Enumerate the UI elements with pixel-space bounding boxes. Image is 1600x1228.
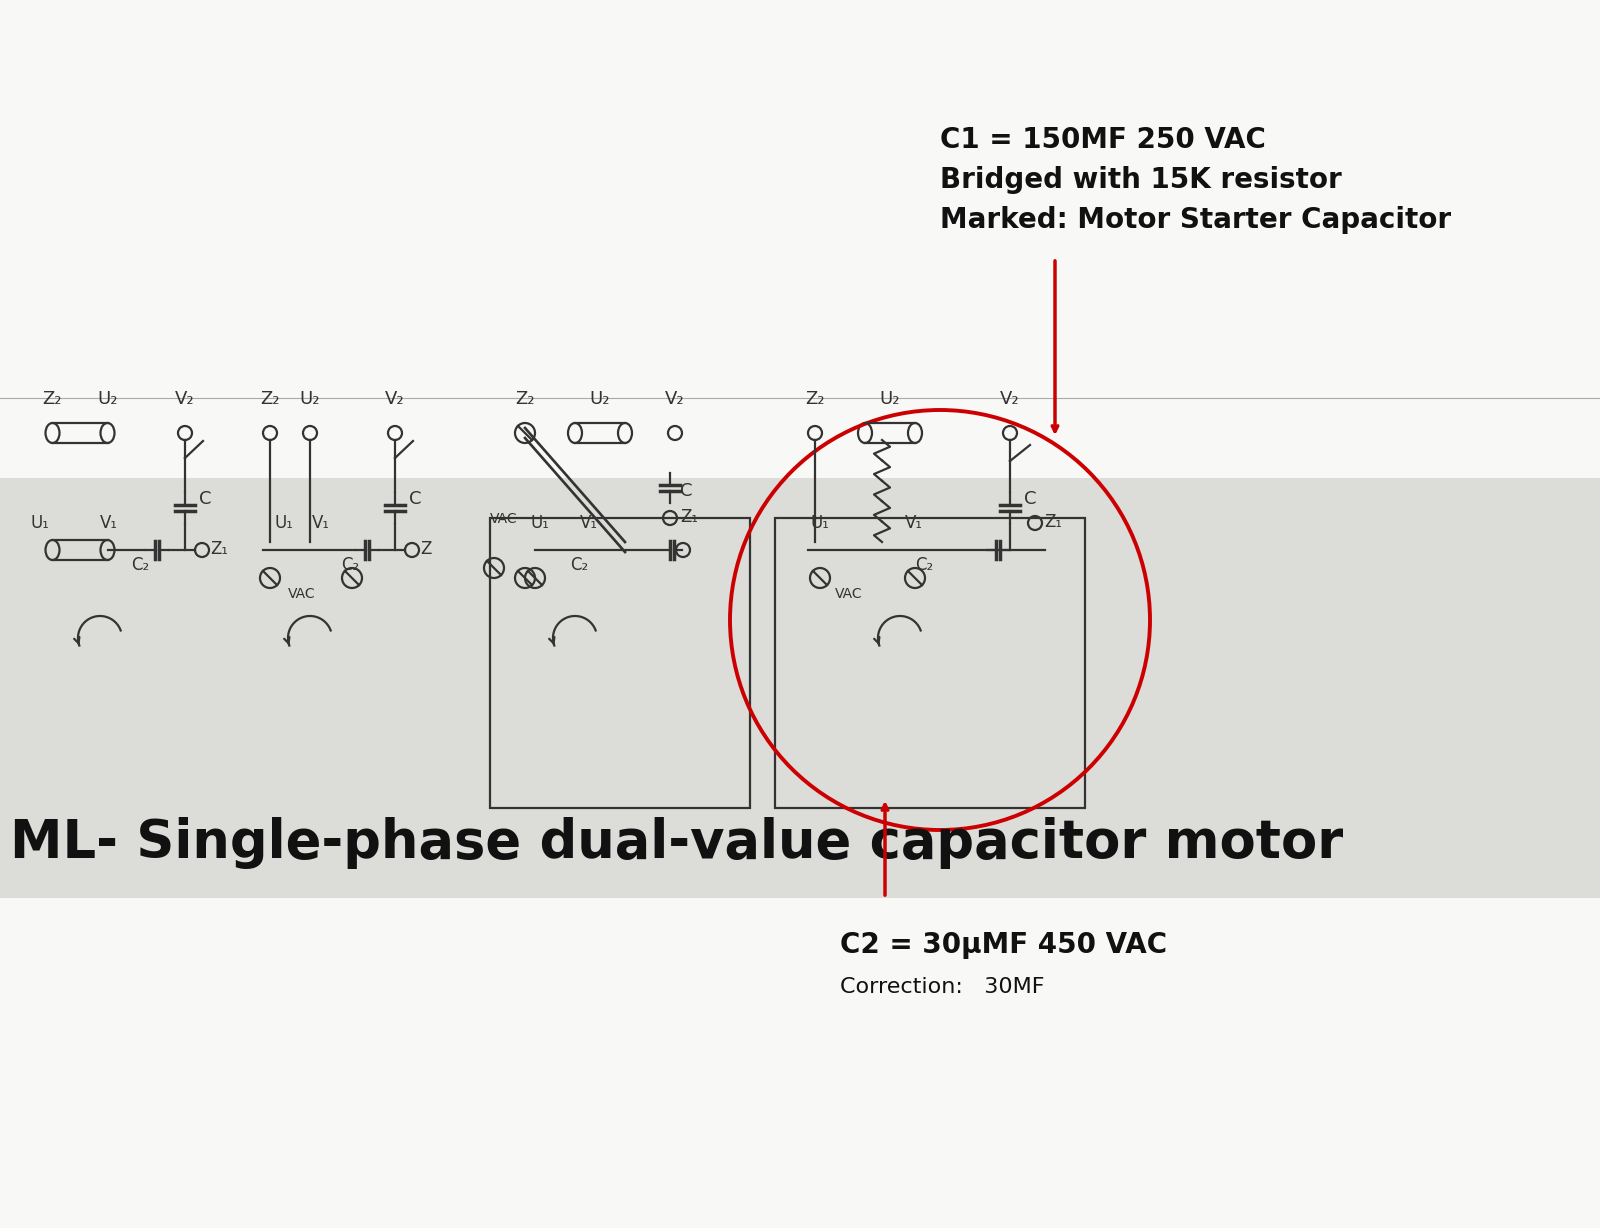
Text: Z₂: Z₂ bbox=[42, 391, 62, 408]
Text: C₂: C₂ bbox=[131, 556, 149, 573]
Text: U₂: U₂ bbox=[98, 391, 118, 408]
Text: VAC: VAC bbox=[490, 512, 518, 526]
Text: Z₁: Z₁ bbox=[680, 508, 698, 526]
Text: Z₁: Z₁ bbox=[210, 540, 229, 558]
Text: V₂: V₂ bbox=[1000, 391, 1019, 408]
Text: V₁: V₁ bbox=[312, 515, 330, 532]
Text: VAC: VAC bbox=[835, 587, 862, 600]
FancyBboxPatch shape bbox=[0, 478, 1600, 898]
Text: Z₁: Z₁ bbox=[1043, 513, 1062, 530]
Text: V₂: V₂ bbox=[174, 391, 195, 408]
Text: U₁: U₁ bbox=[530, 515, 549, 532]
Text: V₁: V₁ bbox=[906, 515, 923, 532]
Text: U₁: U₁ bbox=[30, 515, 50, 532]
Text: Z: Z bbox=[419, 540, 432, 558]
Text: V₂: V₂ bbox=[666, 391, 685, 408]
Text: Correction:   30MF: Correction: 30MF bbox=[840, 977, 1045, 997]
Text: C: C bbox=[1024, 490, 1037, 508]
Text: V₁: V₁ bbox=[99, 515, 118, 532]
Text: C: C bbox=[680, 483, 693, 500]
Text: C₂: C₂ bbox=[570, 556, 589, 573]
Text: V₂: V₂ bbox=[386, 391, 405, 408]
Text: C₂: C₂ bbox=[915, 556, 933, 573]
Text: U₂: U₂ bbox=[880, 391, 901, 408]
Text: Marked: Motor Starter Capacitor: Marked: Motor Starter Capacitor bbox=[941, 206, 1451, 235]
Text: U₂: U₂ bbox=[590, 391, 610, 408]
Text: U₁: U₁ bbox=[810, 515, 829, 532]
Text: ML- Single-phase dual-value capacitor motor: ML- Single-phase dual-value capacitor mo… bbox=[10, 817, 1342, 869]
Text: C1 = 150MF 250 VAC: C1 = 150MF 250 VAC bbox=[941, 126, 1266, 154]
Text: Z₂: Z₂ bbox=[805, 391, 824, 408]
Text: C: C bbox=[410, 490, 421, 508]
Text: U₁: U₁ bbox=[275, 515, 294, 532]
Text: C: C bbox=[198, 490, 211, 508]
Text: Z₂: Z₂ bbox=[515, 391, 534, 408]
Text: C2 = 30μMF 450 VAC: C2 = 30μMF 450 VAC bbox=[840, 931, 1166, 959]
Text: U₂: U₂ bbox=[299, 391, 320, 408]
Text: VAC: VAC bbox=[288, 587, 315, 600]
Text: V₁: V₁ bbox=[579, 515, 598, 532]
Text: Bridged with 15K resistor: Bridged with 15K resistor bbox=[941, 166, 1342, 194]
Text: Z₂: Z₂ bbox=[261, 391, 280, 408]
Text: C₂: C₂ bbox=[341, 556, 358, 573]
